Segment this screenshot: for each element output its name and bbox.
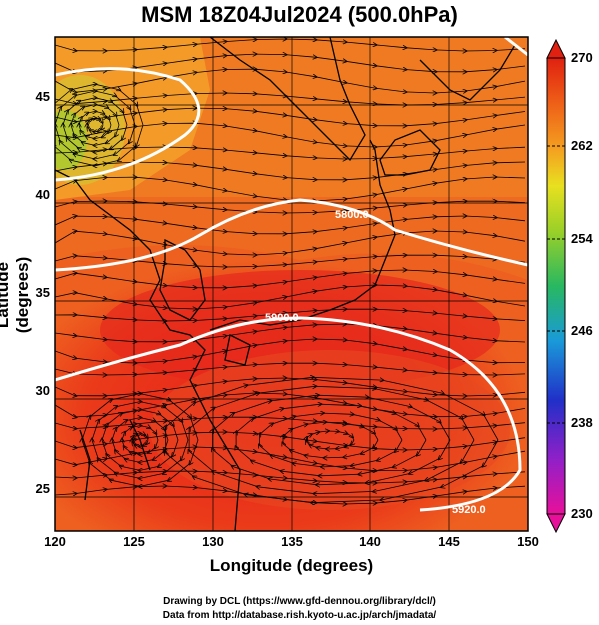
- colorbar-tick-label: 246: [571, 323, 593, 338]
- x-tick-label: 130: [202, 534, 224, 549]
- x-axis-label: Longitude (degrees): [209, 556, 374, 575]
- x-tick-label: 140: [359, 534, 381, 549]
- credit-drawing: Drawing by DCL (https://www.gfd-dennou.o…: [163, 596, 436, 607]
- contour-label-5920: 5920.0: [452, 504, 486, 516]
- x-tick-label: 125: [123, 534, 145, 549]
- height-contours: [55, 37, 528, 512]
- x-tick-label: 135: [281, 534, 303, 549]
- colorbar-max-arrow: [546, 38, 566, 59]
- colorbar-min-arrow: [546, 513, 566, 534]
- plot-frame: [54, 36, 529, 532]
- map-title: MSM 18Z04Jul2024 (500.0hPa): [141, 2, 458, 27]
- x-tick-label: 120: [44, 534, 66, 549]
- colorbar: [546, 57, 566, 515]
- credit-data: Data from http://database.rish.kyoto-u.a…: [162, 610, 437, 621]
- colorbar-tick-label: 230: [571, 506, 593, 521]
- y-tick-label: 35: [35, 285, 50, 300]
- contour-label-5900: 5900.0: [265, 312, 299, 324]
- wind-streamlines: [55, 39, 526, 504]
- colorbar-tick-label: 238: [571, 415, 593, 430]
- contour-label-5800: 5800.0: [335, 209, 369, 221]
- colorbar-tick-label: 270: [571, 50, 593, 65]
- y-tick-label: 25: [35, 481, 50, 496]
- colorbar-tick-label: 254: [571, 231, 593, 246]
- x-tick-label: 150: [517, 534, 539, 549]
- colorbar-tick-label: 262: [571, 138, 593, 153]
- y-tick-label: 45: [35, 89, 50, 104]
- y-tick-label: 40: [35, 187, 50, 202]
- x-tick-label: 145: [438, 534, 460, 549]
- y-tick-label: 30: [35, 383, 50, 398]
